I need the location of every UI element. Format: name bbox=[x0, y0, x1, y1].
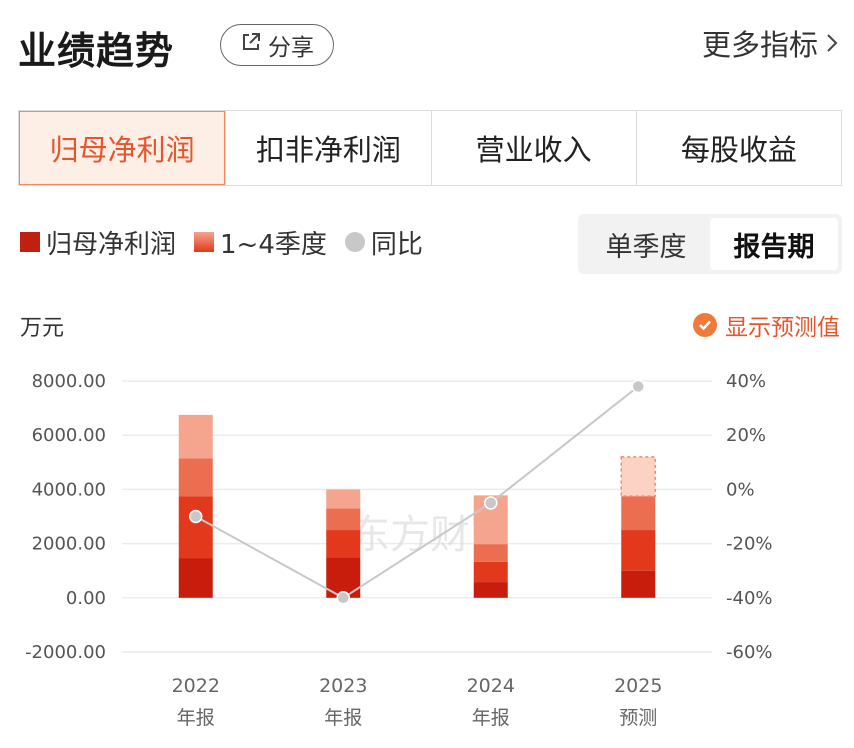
bars bbox=[178, 414, 656, 598]
bar-segment[interactable] bbox=[621, 530, 656, 571]
legend-item-net-profit: 归母净利润 bbox=[20, 224, 176, 261]
y-right-tick-label: -40% bbox=[726, 588, 773, 609]
tab-deducted-net-profit[interactable]: 扣非净利润 bbox=[225, 111, 430, 185]
share-button[interactable]: 分享 bbox=[220, 24, 334, 66]
show-forecast-toggle[interactable]: 显示预测值 bbox=[693, 308, 840, 342]
yoy-point[interactable] bbox=[189, 509, 203, 524]
x-tick-period: 年报 bbox=[324, 707, 362, 729]
legend-item-quarters: 1~4季度 bbox=[194, 224, 327, 261]
x-tick-year: 2022 bbox=[172, 675, 220, 697]
bar-segment[interactable] bbox=[473, 544, 508, 562]
grid-lines bbox=[122, 380, 712, 653]
y-right-tick-label: 40% bbox=[726, 371, 766, 392]
show-forecast-label: 显示预测值 bbox=[725, 315, 840, 341]
yoy-series bbox=[189, 379, 645, 605]
period-option-quarterly[interactable]: 单季度 bbox=[605, 231, 687, 263]
y-right-tick-label: 20% bbox=[726, 425, 766, 446]
bar-segment-forecast[interactable] bbox=[620, 456, 656, 497]
bar-segment[interactable] bbox=[621, 570, 656, 598]
x-tick-period: 年报 bbox=[472, 707, 510, 729]
metric-tabs: 归母净利润 扣非净利润 营业收入 每股收益 bbox=[18, 110, 842, 186]
y-axis-left: 8000.00 6000.00 4000.00 2000.00 0.00 -2000.00 bbox=[25, 371, 106, 663]
y-left-tick-label: 0.00 bbox=[66, 588, 106, 609]
bar-segment[interactable] bbox=[178, 496, 213, 559]
bar-segment[interactable] bbox=[621, 496, 656, 531]
x-tick-year: 2025 bbox=[614, 675, 662, 697]
bar-segment[interactable] bbox=[178, 558, 213, 598]
bar-segment[interactable] bbox=[473, 582, 508, 598]
legend-label-quarters: 1~4季度 bbox=[220, 229, 327, 260]
period-toggle: 单季度 报告期 bbox=[578, 214, 842, 274]
x-tick-period: 年报 bbox=[177, 707, 215, 729]
y-left-tick-label: 2000.00 bbox=[32, 534, 106, 555]
legend-swatch-net-profit bbox=[20, 232, 40, 252]
bar-segment[interactable] bbox=[326, 489, 361, 509]
tab-net-profit[interactable]: 归母净利润 bbox=[19, 111, 226, 185]
yoy-point[interactable] bbox=[484, 496, 498, 510]
bar-segment[interactable] bbox=[326, 508, 361, 531]
chart-legend: 归母净利润 1~4季度 同比 bbox=[20, 222, 441, 262]
y-right-tick-label: 0% bbox=[726, 479, 755, 500]
y-left-tick-label: 4000.00 bbox=[32, 479, 106, 500]
legend-swatch-quarters bbox=[194, 232, 215, 252]
chevron-right-icon bbox=[824, 30, 840, 56]
y-left-tick-label: 6000.00 bbox=[32, 425, 106, 446]
legend-swatch-yoy bbox=[344, 232, 365, 252]
period-option-report[interactable]: 报告期 bbox=[710, 218, 838, 270]
page-title: 业绩趋势 bbox=[18, 29, 175, 73]
y-right-tick-label: -20% bbox=[726, 534, 773, 555]
y-axis-right: 40% 20% 0% -20% -40% -60% bbox=[726, 371, 773, 663]
x-tick-period: 预测 bbox=[619, 707, 657, 729]
y-right-tick-label: -60% bbox=[726, 642, 773, 663]
tab-revenue[interactable]: 营业收入 bbox=[430, 111, 636, 185]
share-icon bbox=[240, 31, 262, 59]
more-indicators-link[interactable]: 更多指标 bbox=[702, 22, 840, 64]
y-left-tick-label: -2000.00 bbox=[25, 642, 106, 663]
yoy-line bbox=[195, 385, 639, 599]
legend-item-yoy: 同比 bbox=[344, 224, 423, 261]
yoy-point[interactable] bbox=[336, 591, 350, 605]
legend-label-yoy: 同比 bbox=[370, 229, 423, 260]
unit-label: 万元 bbox=[20, 316, 65, 341]
tab-eps[interactable]: 每股收益 bbox=[635, 111, 841, 185]
bar-segment[interactable] bbox=[178, 414, 213, 459]
bar-segment[interactable] bbox=[178, 458, 213, 497]
x-tick-year: 2023 bbox=[319, 675, 367, 697]
share-label: 分享 bbox=[268, 35, 314, 61]
header: 业绩趋势 分享 更多指标 bbox=[18, 14, 840, 78]
x-tick-year: 2024 bbox=[467, 675, 515, 697]
legend-label-net-profit: 归母净利润 bbox=[46, 229, 177, 260]
check-icon bbox=[693, 313, 717, 337]
y-left-tick-label: 8000.00 bbox=[32, 371, 106, 392]
yoy-point[interactable] bbox=[631, 379, 645, 394]
bar-segment[interactable] bbox=[326, 530, 361, 558]
bar-segment[interactable] bbox=[473, 561, 508, 583]
x-axis: 2022 年报 2023 年报 2024 年报 2025 预测 bbox=[172, 675, 663, 729]
more-indicators-label: 更多指标 bbox=[701, 28, 818, 62]
